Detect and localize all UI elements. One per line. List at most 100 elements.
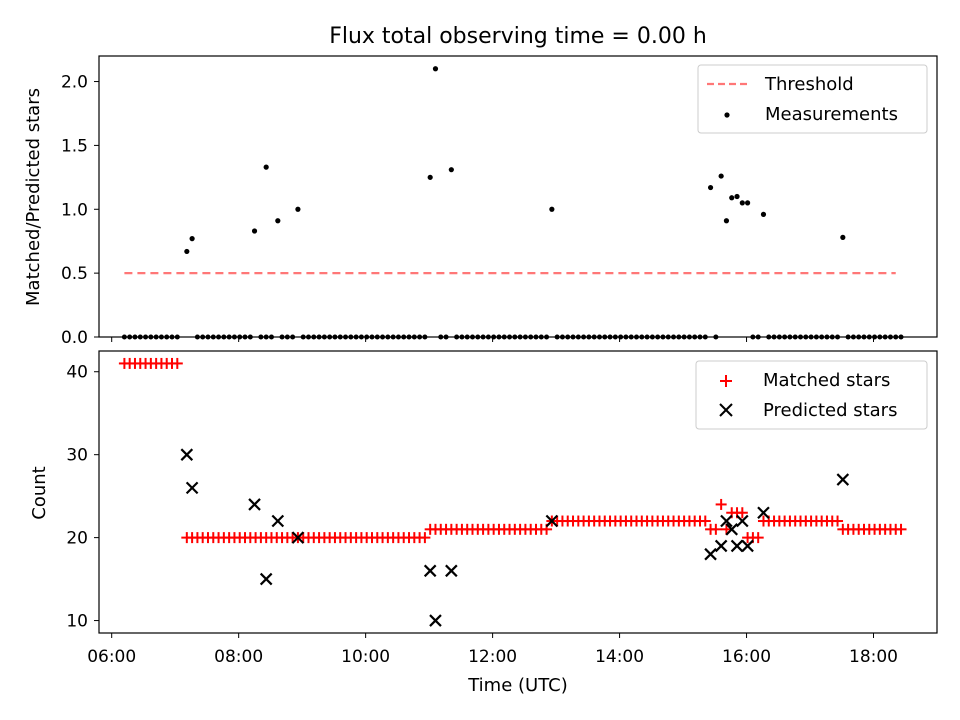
measurement-point [184,248,190,255]
marker-stroke [741,539,754,553]
marker-stroke [271,514,285,528]
measurement-point [263,164,269,170]
matched-star-marker [752,532,764,544]
y-tick-label: 10 [66,612,88,632]
bottom-y-ticks: 10 20 30 40 [66,363,99,632]
x-axis-label: Time (UTC) [467,675,568,696]
predicted-star-marker [736,514,749,528]
marker-stroke [248,498,261,511]
predicted-star-marker [714,539,728,553]
x-tick-label: 16:00 [722,647,771,667]
legend-measurements-label: Measurements [765,104,898,125]
top-panel: Flux total observing time = 0.00 h 0.0 0.… [23,24,938,348]
bottom-legend: Matched stars Predicted stars [695,360,928,430]
y-tick-label: 2.0 [61,73,88,93]
predicted-star-marker [836,473,850,486]
marker-stroke [423,564,437,578]
x-tick-label: 06:00 [87,647,136,667]
chart-title: Flux total observing time = 0.00 h [329,24,707,49]
measurement-point [432,66,439,72]
marker-stroke [445,564,458,578]
predicted-star-marker [720,514,733,528]
measurement-point [723,218,730,224]
predicted-star-marker [757,506,770,520]
predicted-star-marker [445,564,458,578]
matched-star-marker [699,515,711,527]
x-tick-label: 18:00 [849,647,898,667]
bottom-axes-frame [98,350,938,634]
predicted-star-marker [423,564,437,578]
top-x-ticks [111,337,875,342]
bottom-y-axis-label: Count [29,466,50,519]
top-legend: Threshold Measurements [697,64,928,134]
measurement-point [448,167,454,173]
legend-matched-swatch [720,375,732,387]
marker-stroke [720,514,733,528]
measurement-point [275,218,281,224]
legend-threshold-label: Threshold [764,74,854,95]
y-tick-label: 0.5 [61,264,88,284]
predicted-star-marker [185,481,199,495]
y-tick-label: 20 [66,529,88,549]
legend-predicted-swatch [719,403,733,417]
predicted-star-marker [741,539,754,553]
predicted-star-marker [704,547,717,561]
measurement-point [189,236,195,242]
measurement-point [718,173,724,179]
marker-stroke [185,481,199,495]
legend-matched-label: Matched stars [763,370,890,391]
matched-star-marker [171,357,183,369]
measurement-point [427,174,433,180]
marker-stroke [836,473,850,486]
predicted-star-marker [725,523,739,536]
marker-stroke [429,614,442,627]
marker-stroke [545,514,559,528]
predicted-star-marker [730,539,744,553]
y-tick-label: 1.5 [61,136,88,156]
measurement-point [734,193,740,200]
matched-star-marker [895,523,907,535]
predicted-star-marker [429,614,442,627]
predicted-star-marker [248,498,261,511]
bottom-legend-box [695,360,928,430]
x-tick-label: 10:00 [341,647,390,667]
measurement-point [707,184,714,191]
matched-star-marker [419,532,431,544]
measurement-point [251,228,258,234]
top-y-axis-label: Matched/Predicted stars [23,88,44,306]
marker-stroke [757,506,770,520]
matched-star-marker [832,515,844,527]
measurement-point [295,206,301,212]
x-tick-label: 08:00 [214,647,263,667]
bottom-panel: 10 20 30 40 06:00 08:00 10:00 12:00 14:00 16:00 1… [29,350,938,696]
y-tick-label: 40 [66,363,88,383]
legend-measurements-swatch [724,112,730,118]
matched-star-marker [715,498,727,510]
marker-stroke [730,539,744,553]
bottom-x-ticks: 06:00 08:00 10:00 12:00 14:00 16:00 18:00 [87,633,898,667]
x-tick-label: 12:00 [468,647,517,667]
top-y-ticks: 0.0 0.5 1.0 1.5 2.0 [61,73,99,348]
measurement-point [729,195,735,201]
predicted-star-marker [259,572,273,586]
measurement-point [840,234,846,240]
predicted-star-marker [545,514,559,528]
y-tick-label: 30 [66,446,88,466]
legend-predicted-label: Predicted stars [763,400,897,421]
matched-star-marker [710,523,722,535]
bottom-plot-area [118,357,907,627]
predicted-star-marker [271,514,285,528]
marker-stroke [736,514,749,528]
predicted-star-marker [180,448,194,461]
measurement-point [549,206,555,212]
y-tick-label: 0.0 [61,328,88,348]
marker-stroke [725,523,739,536]
measurement-point [745,200,751,206]
predicted-star-marker [291,531,305,544]
marker-stroke [180,448,194,461]
marker-stroke [704,547,717,561]
matched-star-marker [736,507,748,519]
marker-stroke [291,531,305,544]
measurement-point [760,211,767,217]
